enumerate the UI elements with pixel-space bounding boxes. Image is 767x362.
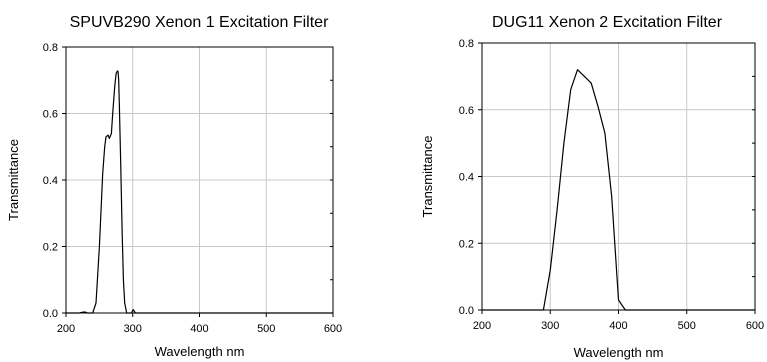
x-axis-label: Wavelength nm xyxy=(155,344,245,359)
y-tick-label: 0.4 xyxy=(43,175,58,187)
x-axis-label: Wavelength nm xyxy=(574,345,664,360)
y-tick-label: 0.2 xyxy=(43,242,58,254)
y-tick-label: 0.8 xyxy=(459,38,474,50)
x-tick-label: 400 xyxy=(190,323,208,335)
y-axis-label: Transmittance xyxy=(420,136,435,218)
x-tick-label: 200 xyxy=(57,323,75,335)
y-tick-label: 0.2 xyxy=(459,238,474,250)
x-tick-label: 500 xyxy=(678,320,696,332)
x-tick-label: 600 xyxy=(746,320,764,332)
y-tick-label: 0.6 xyxy=(43,109,58,121)
x-tick-label: 200 xyxy=(473,320,491,332)
x-tick-label: 300 xyxy=(541,320,559,332)
chart-spuvb290: SPUVB290 Xenon 1 Excitation Filter 200 30… xyxy=(6,14,342,359)
y-tick-label: 0.0 xyxy=(43,308,58,320)
y-tick-label: 0.0 xyxy=(459,305,474,317)
chart-title: DUG11 Xenon 2 Excitation Filter xyxy=(492,14,723,31)
y-tick-label: 0.6 xyxy=(459,105,474,117)
series-line xyxy=(482,69,755,311)
chart-dug11: DUG11 Xenon 2 Excitation Filter 200 300 40… xyxy=(420,14,764,360)
x-tick-label: 600 xyxy=(324,323,342,335)
x-tick-label: 500 xyxy=(257,323,275,335)
y-tick-label: 0.4 xyxy=(459,172,474,184)
y-axis-label: Transmittance xyxy=(6,139,21,221)
y-tick-label: 0.8 xyxy=(43,42,58,54)
x-tick-label: 400 xyxy=(609,320,627,332)
x-tick-label: 300 xyxy=(124,323,142,335)
chart-title: SPUVB290 Xenon 1 Excitation Filter xyxy=(70,14,329,31)
